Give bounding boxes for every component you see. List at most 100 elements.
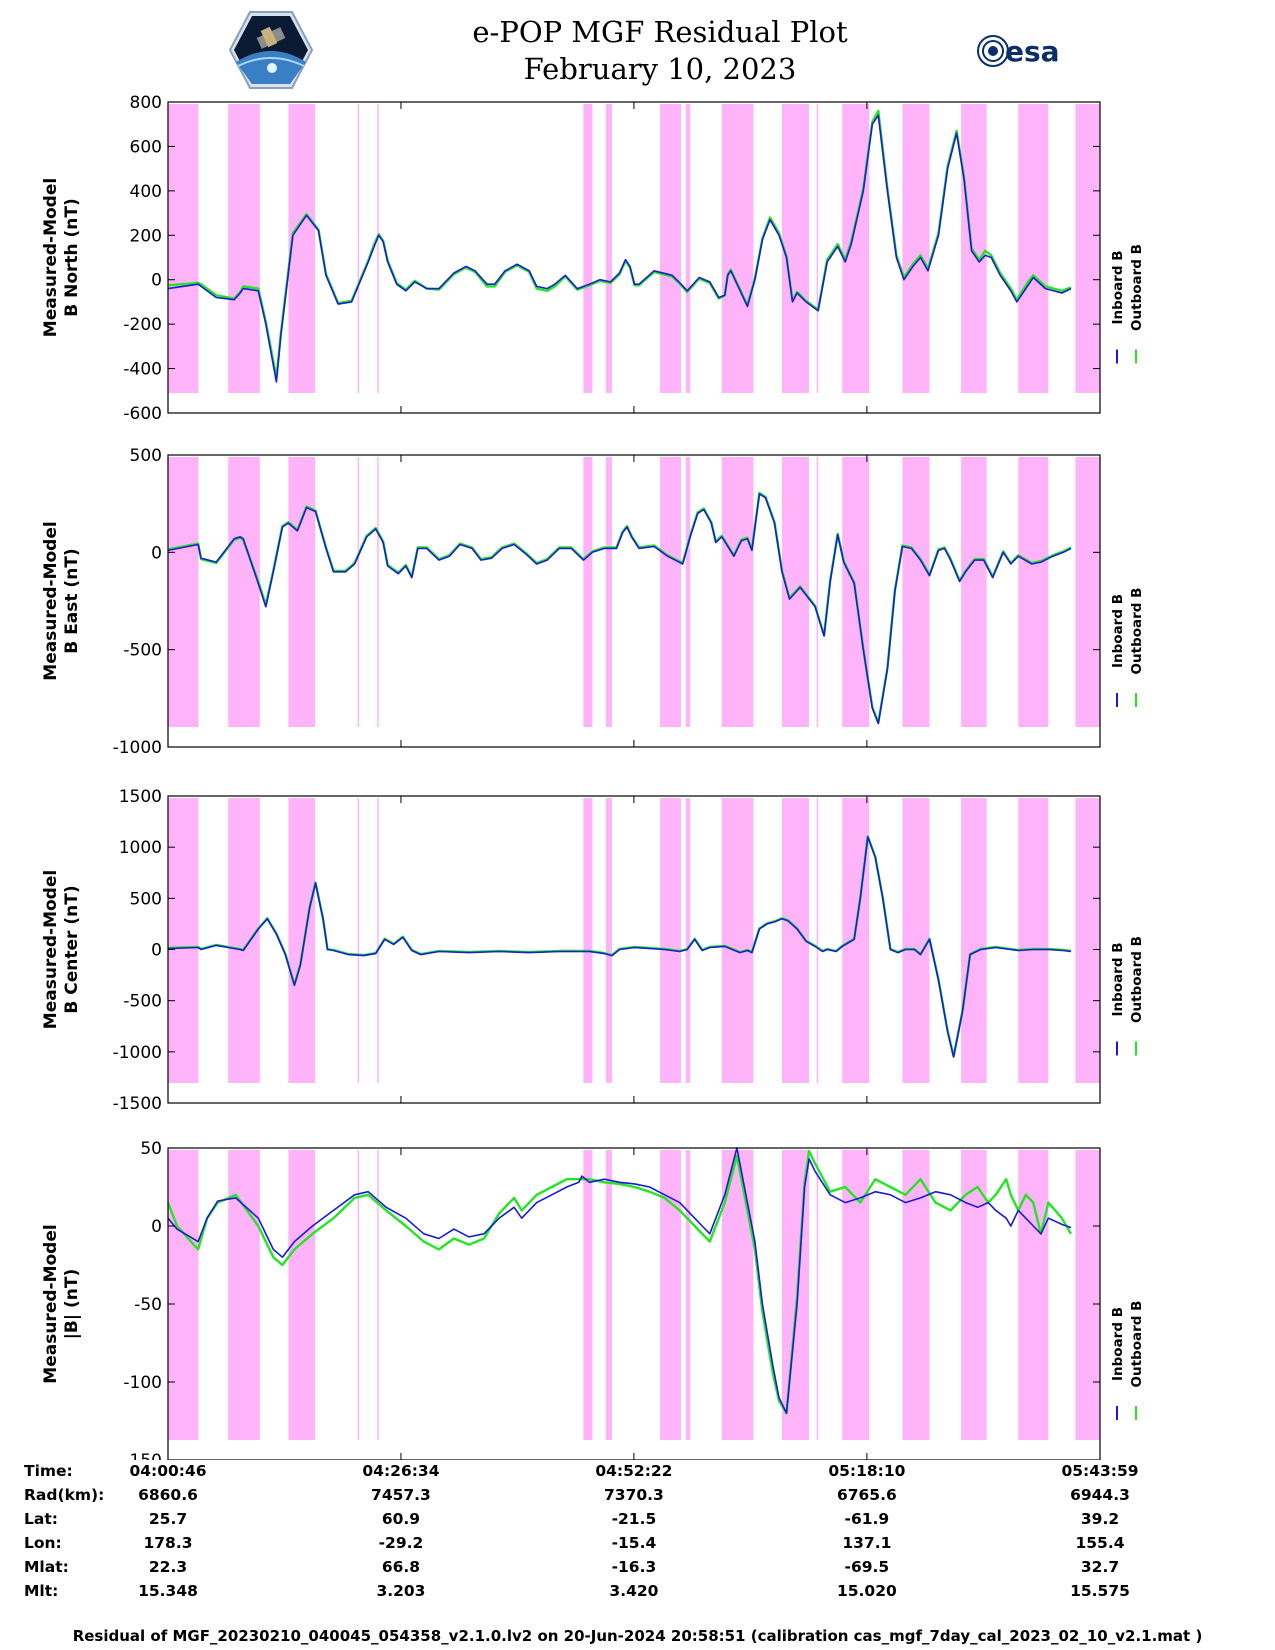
info-row: Lat: 25.7 60.9 -21.5 -61.9 39.2 <box>0 1510 1275 1534</box>
shaded-band <box>357 1150 360 1440</box>
orbit-info-table: Time: 04:00:46 04:26:34 04:52:22 05:18:10 05:… <box>0 1462 1275 1622</box>
info-value: 3.420 <box>609 1582 659 1600</box>
shaded-band <box>816 798 819 1083</box>
shaded-band <box>605 798 612 1083</box>
y-tick-label: -400 <box>123 360 162 380</box>
shaded-band <box>660 1150 682 1440</box>
shaded-band <box>377 1150 379 1440</box>
shaded-band <box>961 798 987 1083</box>
panel-b-east: 500 0 -500 -1000 Measured-Model B East (nT) In… <box>41 446 1145 758</box>
shaded-band <box>1018 104 1049 393</box>
legend-inboard-label: Inboard B <box>1110 594 1126 668</box>
info-row: Lon: 178.3 -29.2 -15.4 137.1 155.4 <box>0 1534 1275 1558</box>
shaded-band <box>685 104 691 393</box>
shaded-band <box>685 457 691 727</box>
y-tick-label: 50 <box>140 1139 162 1159</box>
y-tick-label: -600 <box>123 404 162 424</box>
shaded-band <box>1075 798 1100 1083</box>
shaded-band <box>842 104 870 393</box>
info-value: 66.8 <box>381 1558 421 1576</box>
shaded-band <box>605 104 612 393</box>
shaded-band <box>1018 457 1049 727</box>
info-value: -16.3 <box>611 1558 657 1576</box>
shaded-band <box>660 798 682 1083</box>
legend-outboard-label: Outboard B <box>1129 244 1145 331</box>
y-tick-label: -1000 <box>113 738 162 758</box>
plot-title: e-POP MGF Residual Plot February 10, 202… <box>400 14 920 88</box>
y-tick-label: -50 <box>134 1295 162 1315</box>
legend-outboard-label: Outboard B <box>1129 588 1145 675</box>
info-value: 6765.6 <box>836 1486 897 1504</box>
shaded-band <box>377 798 379 1083</box>
info-value: 04:26:34 <box>362 1462 440 1480</box>
inboard-series-line <box>167 1147 1072 1414</box>
y-axis-label: B East (nT) <box>62 548 82 653</box>
shaded-band <box>721 104 754 393</box>
y-tick-label: 0 <box>151 271 162 291</box>
info-value: -69.5 <box>844 1558 890 1576</box>
info-row: Time: 04:00:46 04:26:34 04:52:22 05:18:10 05:… <box>0 1462 1275 1486</box>
panel-b-center: 1500 1000 500 0 -500 -1000 -1500 Measured-Model… <box>41 787 1145 1114</box>
info-value: 32.7 <box>1080 1558 1120 1576</box>
shaded-band <box>228 457 260 727</box>
shaded-band <box>816 104 819 393</box>
y-tick-label: -150 <box>123 1451 162 1460</box>
info-value: 22.3 <box>148 1558 188 1576</box>
info-value: 6860.6 <box>138 1486 198 1504</box>
info-value: 6944.3 <box>1070 1486 1130 1504</box>
panel-b-magnitude: 50 0 -50 -100 -150 Measured-Model|B| (nT) Inbo… <box>41 1139 1145 1460</box>
shaded-band <box>228 798 260 1083</box>
info-value: -29.2 <box>378 1534 424 1552</box>
info-row-label: Time: <box>24 1462 73 1480</box>
y-tick-label: -500 <box>123 992 162 1012</box>
panel-b-north: 800 600 400 200 0 -200 -400 -600 Measured-Model B… <box>41 93 1145 424</box>
y-axis-label: |B| (nT) <box>62 1269 82 1340</box>
info-value: -21.5 <box>611 1510 657 1528</box>
shaded-band <box>168 457 199 727</box>
esa-logo: esa <box>977 35 1060 68</box>
shaded-band <box>583 457 593 727</box>
shaded-band <box>782 104 810 393</box>
y-tick-label: 200 <box>130 226 162 246</box>
plot-title-line1: e-POP MGF Residual Plot <box>472 15 848 49</box>
legend-outboard-label: Outboard B <box>1129 936 1145 1023</box>
shaded-band <box>357 798 360 1083</box>
info-value: 05:43:59 <box>1061 1462 1139 1480</box>
y-tick-label: 0 <box>151 941 162 961</box>
y-tick-label: -500 <box>123 641 162 661</box>
shaded-band <box>660 104 682 393</box>
shaded-band <box>1075 104 1100 393</box>
shaded-band <box>168 798 199 1083</box>
esa-logo-text: esa <box>1005 35 1060 68</box>
shaded-band <box>902 104 930 393</box>
y-tick-label: 0 <box>151 543 162 563</box>
shaded-band <box>288 457 316 727</box>
y-axis-label: B North (nT) <box>62 198 82 317</box>
legend-inboard-label: Inboard B <box>1110 943 1126 1017</box>
y-tick-label: 500 <box>130 446 162 466</box>
shaded-band <box>1018 1150 1049 1440</box>
shaded-band <box>168 1150 199 1440</box>
shaded-band <box>288 798 316 1083</box>
shaded-band <box>816 1150 819 1440</box>
shaded-band <box>961 457 987 727</box>
shaded-band <box>961 104 987 393</box>
y-tick-label: -100 <box>123 1373 162 1393</box>
inboard-series-line <box>167 836 1072 1058</box>
y-tick-label: 0 <box>151 1217 162 1237</box>
info-row-label: Mlat: <box>24 1558 69 1576</box>
y-axis-label: Measured-Model <box>41 521 61 680</box>
info-value: 3.203 <box>376 1582 426 1600</box>
info-row-label: Lat: <box>24 1510 58 1528</box>
y-tick-label: 1000 <box>119 838 162 858</box>
shaded-band <box>583 798 593 1083</box>
info-value: 7370.3 <box>604 1486 664 1504</box>
shaded-band <box>377 457 379 727</box>
info-value: 178.3 <box>143 1534 193 1552</box>
y-tick-label: 400 <box>130 182 162 202</box>
footer-caption: Residual of MGF_20230210_040045_054358_v… <box>72 1627 1203 1645</box>
info-value: 60.9 <box>381 1510 421 1528</box>
shaded-band <box>357 457 360 727</box>
shaded-band <box>605 1150 612 1440</box>
shaded-band <box>288 1150 316 1440</box>
